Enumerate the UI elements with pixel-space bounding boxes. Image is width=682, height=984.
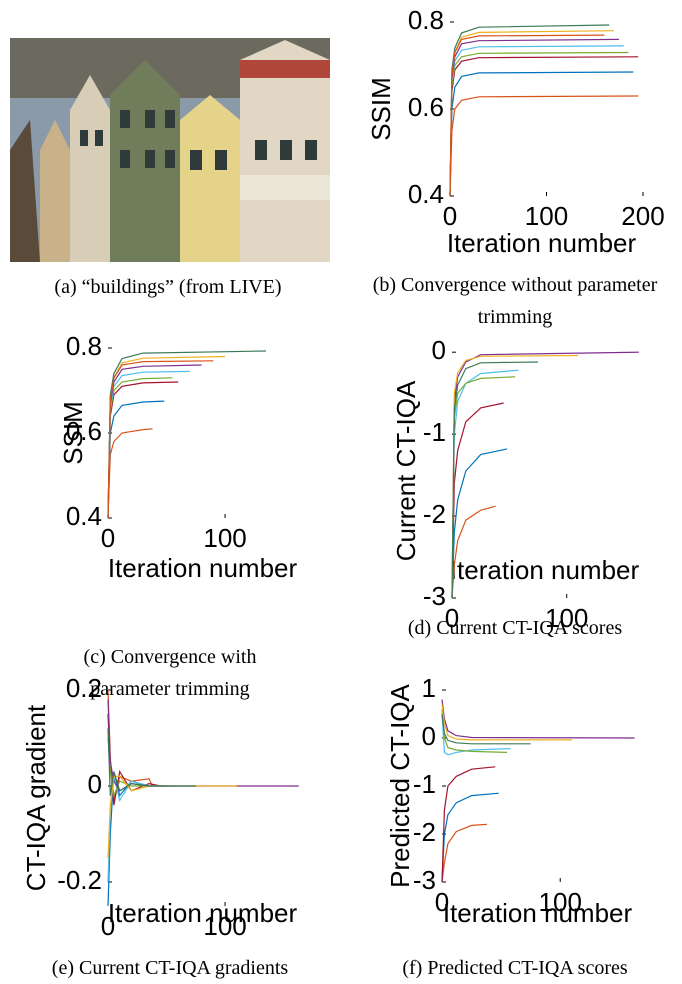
y-tick-label: -1 <box>413 769 436 799</box>
data-line <box>449 24 610 197</box>
x-axis-label: Iteration number <box>447 228 637 258</box>
data-line <box>449 95 639 197</box>
x-tick-label: 200 <box>621 201 664 231</box>
data-line <box>451 361 539 599</box>
data-line <box>449 38 619 197</box>
y-tick-label: 0.2 <box>66 673 102 703</box>
caption: (b) Convergence without parameter trimmi… <box>372 274 658 328</box>
data-line <box>449 30 615 197</box>
data-line <box>449 45 624 197</box>
y-tick-label: 0 <box>88 769 102 799</box>
photo <box>10 38 330 262</box>
data-line <box>441 823 487 883</box>
data-line <box>441 704 573 741</box>
x-axis-label: Iteration number <box>108 898 298 928</box>
data-line <box>441 713 531 745</box>
x-tick-label: 100 <box>525 201 568 231</box>
y-tick-label: 1 <box>422 673 436 703</box>
x-tick-label: 100 <box>539 887 582 917</box>
caption: (f) Predicted CT-IQA scores <box>402 957 628 979</box>
data-line <box>441 766 496 883</box>
data-line <box>441 709 508 753</box>
y-axis-label: CT-IQA gradient <box>21 704 51 891</box>
y-tick-label: 0.8 <box>66 331 102 361</box>
data-line <box>107 400 165 519</box>
x-tick-label: 100 <box>203 911 246 941</box>
x-axis-label: Iteration number <box>450 555 640 585</box>
y-tick-label: 0.6 <box>408 92 444 122</box>
y-tick-label: 0.8 <box>408 5 444 35</box>
data-line <box>449 71 634 197</box>
x-tick-label: 0 <box>445 603 459 633</box>
y-tick-label: 0 <box>432 335 446 365</box>
x-tick-label: 100 <box>545 603 588 633</box>
y-tick-label: 0.4 <box>408 179 444 209</box>
data-line <box>107 370 190 519</box>
data-line <box>107 360 214 519</box>
y-tick-label: -2 <box>413 817 436 847</box>
data-line <box>107 776 176 883</box>
x-axis-label: Iteration number <box>443 898 633 928</box>
caption: (d) Current CT-IQA scores <box>407 617 623 639</box>
data-line <box>451 448 508 599</box>
data-line <box>107 428 153 519</box>
x-tick-label: 100 <box>203 523 246 553</box>
x-tick-label: 0 <box>101 911 115 941</box>
caption: (c) Convergence with parameter trimming <box>83 646 257 700</box>
x-tick-label: 0 <box>443 201 457 231</box>
data-line <box>441 699 635 739</box>
y-axis-label: SSIM <box>58 401 88 465</box>
y-axis-label: Predicted CT-IQA <box>385 683 415 887</box>
data-line <box>107 364 202 519</box>
y-tick-label: 0.4 <box>66 501 102 531</box>
data-line <box>107 377 173 519</box>
y-tick-label: -0.2 <box>57 865 102 895</box>
data-line <box>441 792 499 883</box>
y-tick-label: -2 <box>423 499 446 529</box>
data-line <box>449 34 605 197</box>
x-axis-label: Iteration number <box>108 553 298 583</box>
y-axis-label: Current CT-IQA <box>391 380 421 561</box>
y-axis-label: SSIM <box>366 77 396 141</box>
y-tick-label: -3 <box>413 865 436 895</box>
y-tick-label: 0 <box>422 721 436 751</box>
x-tick-label: 0 <box>101 523 115 553</box>
data-line <box>107 350 267 519</box>
y-tick-label: 0.6 <box>66 416 102 446</box>
data-line <box>107 355 226 519</box>
image-caption: (a) “buildings” (from LIVE) <box>54 276 282 298</box>
data-line <box>449 56 639 197</box>
data-line <box>107 728 196 796</box>
y-tick-label: -1 <box>423 417 446 447</box>
data-line <box>449 51 629 197</box>
data-line <box>107 699 299 792</box>
data-line <box>441 713 511 756</box>
x-tick-label: 0 <box>435 887 449 917</box>
y-tick-label: -3 <box>423 581 446 611</box>
data-line <box>451 505 496 599</box>
caption: (e) Current CT-IQA gradients <box>51 957 289 979</box>
